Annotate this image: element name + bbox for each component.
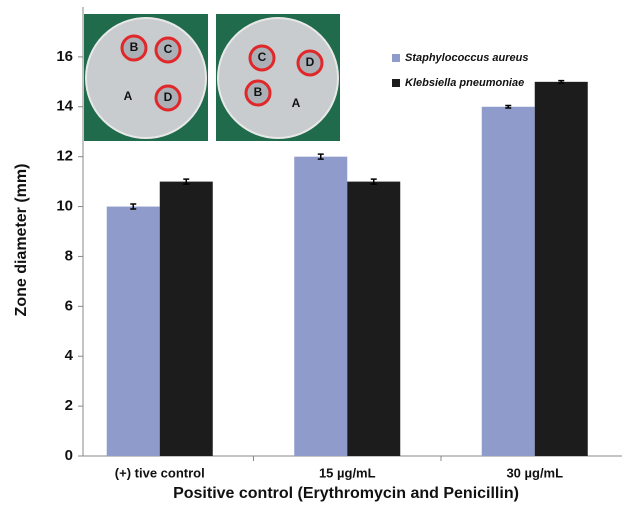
inset-label: B [254, 85, 263, 99]
legend-swatch [392, 54, 400, 62]
bar [482, 107, 535, 456]
bar [535, 82, 588, 456]
y-tick-label: 10 [56, 198, 73, 215]
bar [294, 157, 347, 456]
y-tick-label: 2 [65, 397, 73, 414]
x-tick-label: (+) tive control [115, 465, 205, 480]
plate [218, 18, 338, 138]
y-tick-label: 14 [56, 98, 73, 115]
y-tick-label: 8 [65, 247, 73, 264]
y-tick-label: 0 [65, 447, 73, 464]
chart: Zone diameter (mm) Positive control (Ery… [0, 0, 624, 508]
inset-label: A [124, 89, 133, 103]
inset-photo: C D B A [216, 14, 340, 141]
legend-label: Klebsiella pneumoniae [405, 77, 524, 89]
x-tick-label: 15 µg/mL [319, 465, 376, 480]
inset-label: D [164, 90, 173, 104]
inset-photo: B C A D [84, 14, 208, 141]
bar [347, 182, 400, 456]
y-axis-label: Zone diameter (mm) [13, 164, 30, 317]
inset-label: B [130, 40, 139, 54]
x-axis-label: Positive control (Erythromycin and Penic… [173, 485, 519, 502]
plate [86, 18, 206, 138]
legend-label: Staphylococcus aureus [405, 52, 529, 64]
legend-swatch [392, 79, 400, 87]
inset-label: D [306, 55, 315, 69]
x-tick-label: 30 µg/mL [506, 465, 563, 480]
y-tick-label: 16 [56, 48, 73, 65]
y-tick-label: 4 [65, 347, 74, 364]
y-tick-label: 6 [65, 297, 73, 314]
y-tick-label: 12 [56, 148, 73, 165]
inset-label: C [164, 42, 173, 56]
inset-label: C [258, 50, 267, 64]
inset-label: A [292, 96, 301, 110]
bar [160, 182, 213, 456]
bar [107, 207, 160, 456]
